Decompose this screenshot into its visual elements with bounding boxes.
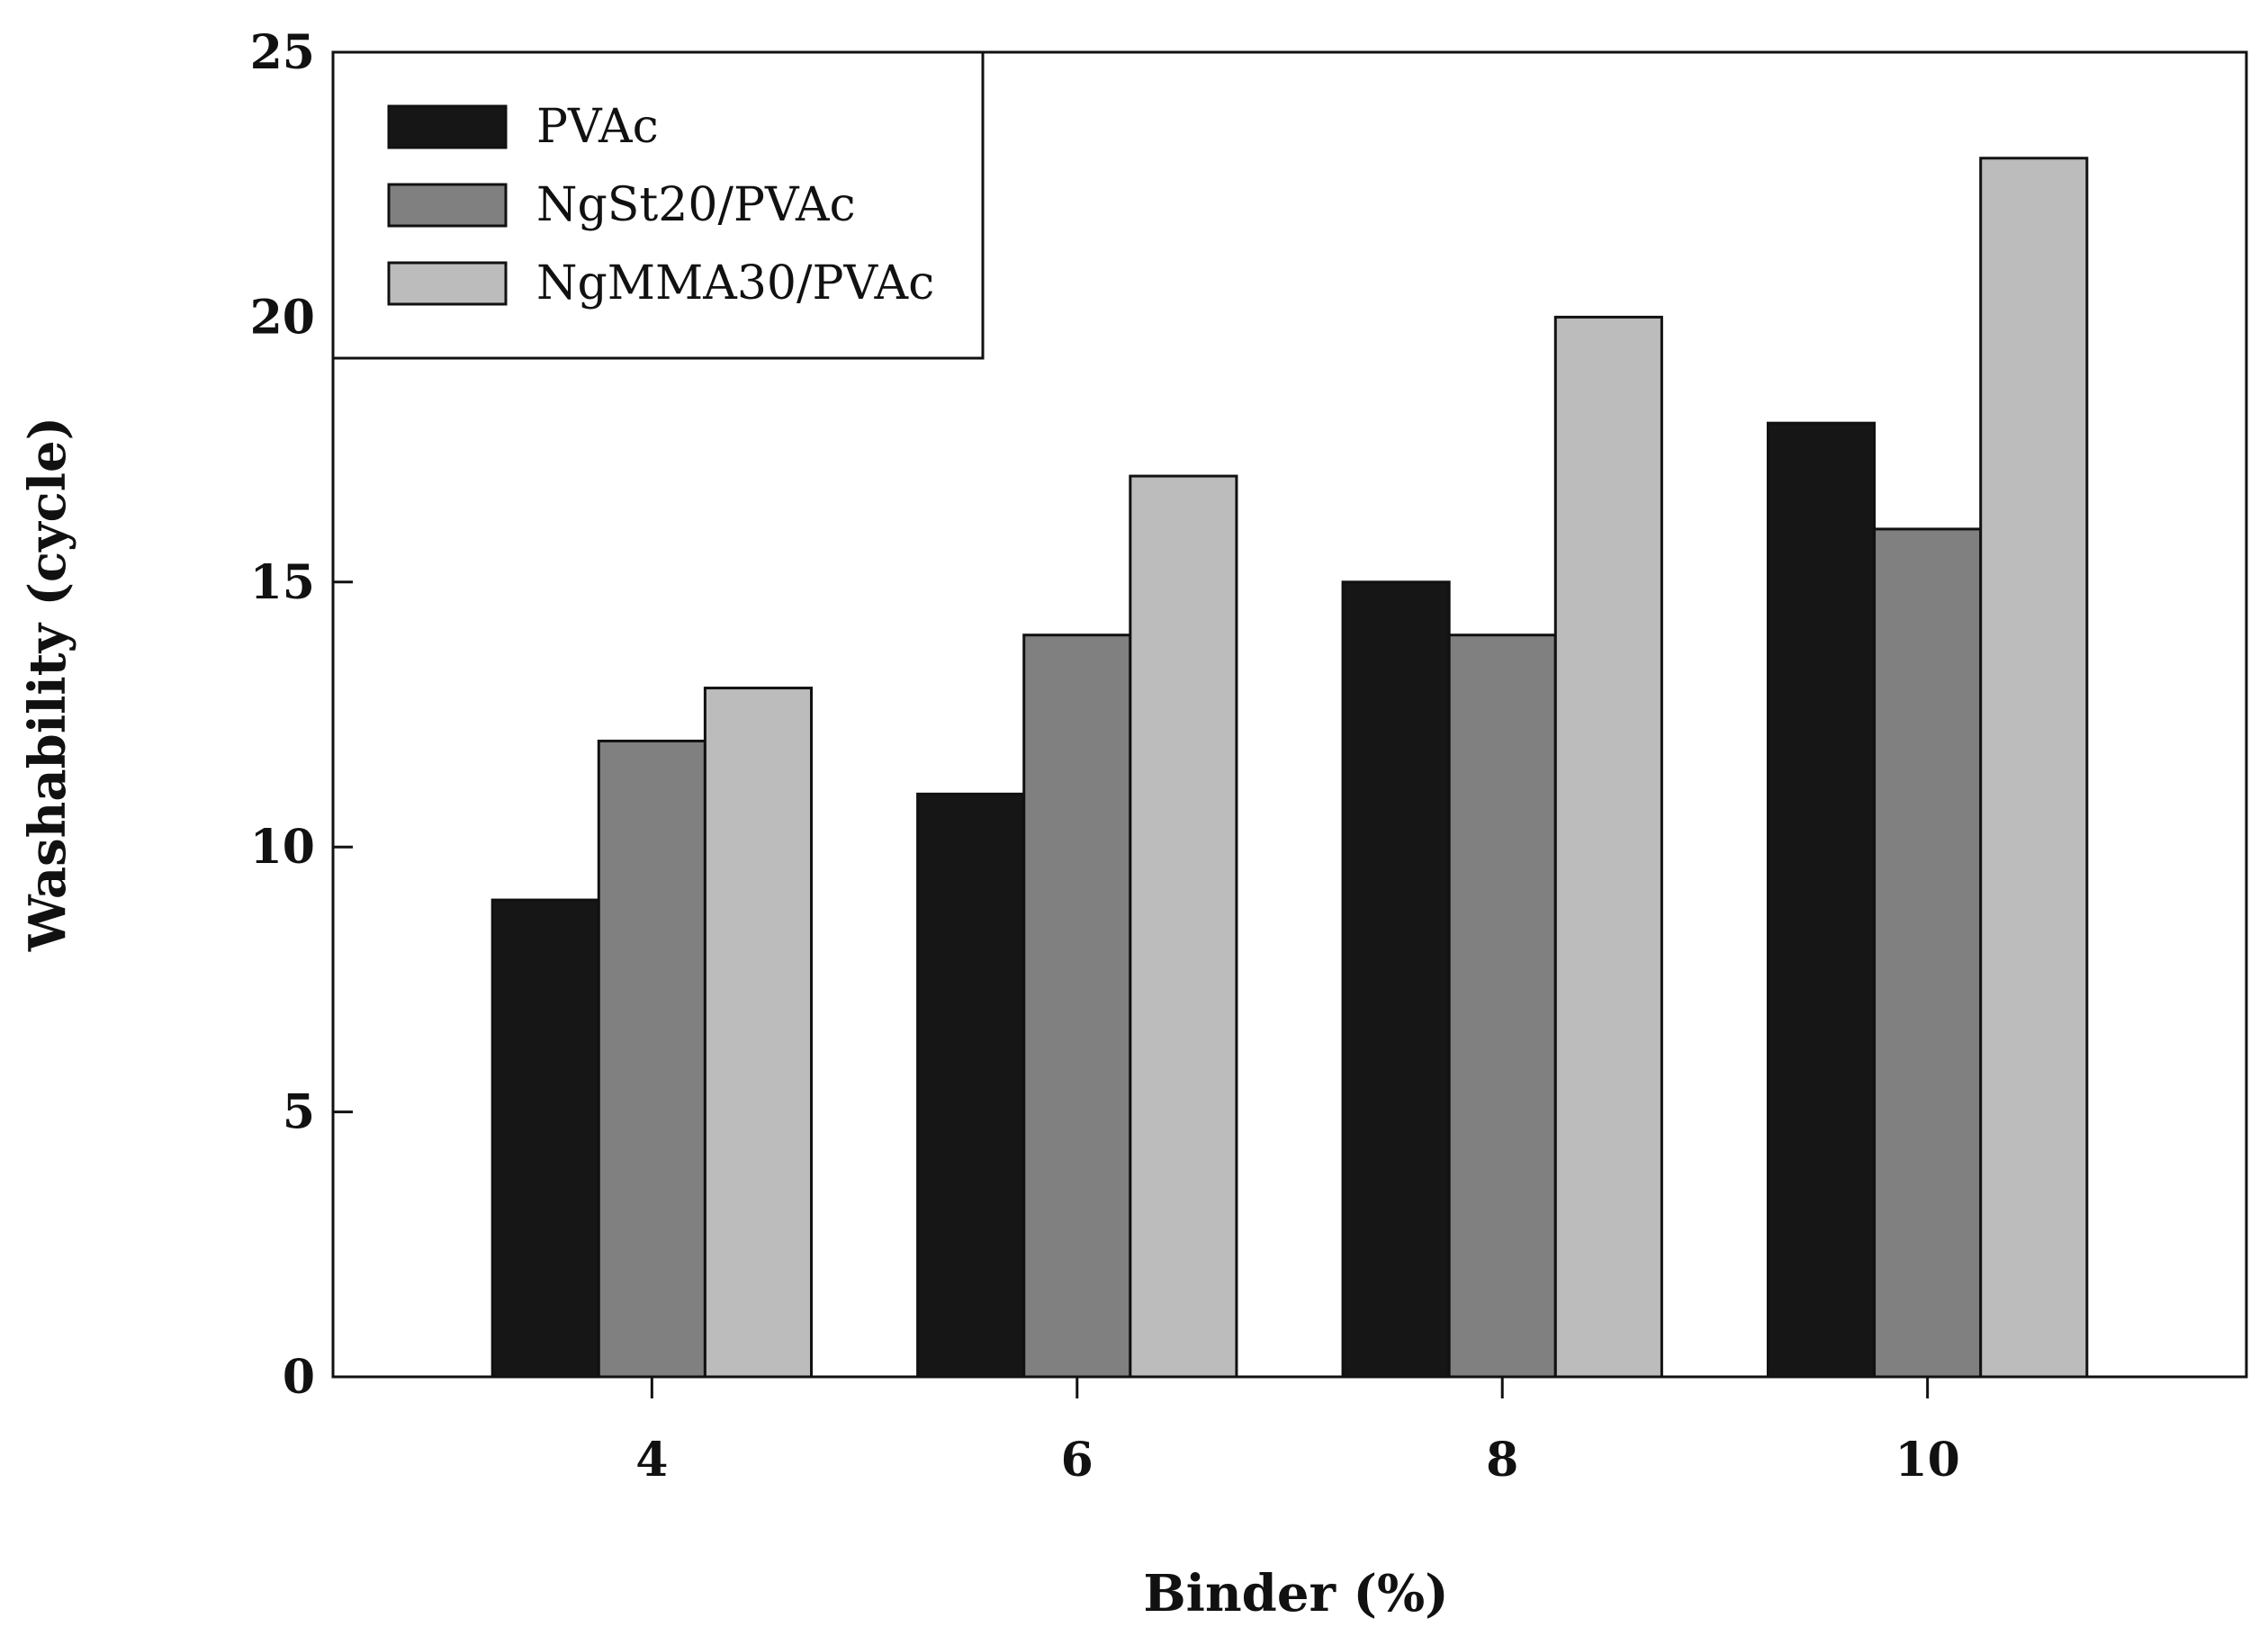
bar-ngmma30-pvac-6 <box>1129 474 1238 1379</box>
bar-ngmma30-pvac-8 <box>1553 315 1663 1379</box>
bar-ngst20-pvac-10 <box>1873 527 1983 1379</box>
y-tick-label: 20 <box>250 290 315 345</box>
bar-ngmma30-pvac-10 <box>1979 157 2089 1379</box>
y-axis-title: Washability (cycle) <box>18 417 77 952</box>
bar-pvac-4 <box>490 898 600 1379</box>
legend: PVAc NgSt20/PVAc NgMMA30/PVAc <box>331 50 985 360</box>
bar-ngst20-pvac-6 <box>1022 634 1132 1379</box>
x-tick-label: 8 <box>1486 1433 1518 1488</box>
legend-swatch <box>387 104 508 149</box>
bar-pvac-6 <box>916 792 1026 1379</box>
bars <box>490 157 2089 1379</box>
x-tick-label: 10 <box>1894 1433 1959 1488</box>
y-tick-label: 10 <box>250 820 315 875</box>
bar-pvac-8 <box>1341 580 1451 1379</box>
plot-area-border <box>331 50 2248 1379</box>
legend-label: NgSt20/PVAc <box>536 178 856 232</box>
y-tick-label: 25 <box>250 25 315 80</box>
y-tick-label: 5 <box>283 1085 315 1140</box>
plot-frame <box>331 50 2248 1379</box>
x-tick-label: 4 <box>635 1433 668 1488</box>
legend-label: PVAc <box>536 100 659 154</box>
legend-swatch <box>387 183 508 228</box>
x-axis-title: Binder (%) <box>1143 1564 1448 1623</box>
bar-ngst20-pvac-8 <box>1447 634 1557 1379</box>
bar-ngmma30-pvac-4 <box>703 687 814 1379</box>
legend-swatch <box>387 261 508 306</box>
legend-label: NgMMA30/PVAc <box>536 256 934 310</box>
y-axis: 0 5 10 15 20 25 <box>250 25 353 1405</box>
bar-ngst20-pvac-4 <box>597 739 706 1379</box>
x-axis: 4 6 8 10 <box>635 1377 1960 1488</box>
y-tick-label: 0 <box>283 1350 315 1405</box>
y-tick-label: 15 <box>250 555 315 610</box>
bar-pvac-10 <box>1767 421 1876 1379</box>
x-tick-label: 6 <box>1061 1433 1094 1488</box>
